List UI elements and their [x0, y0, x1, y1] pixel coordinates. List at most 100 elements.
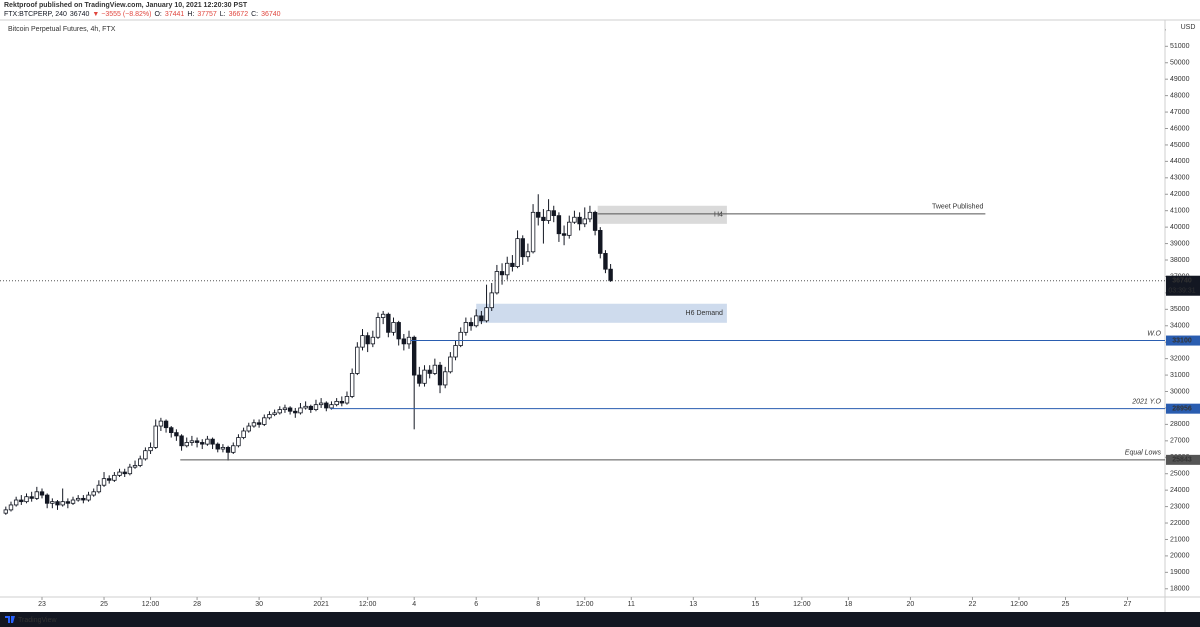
y-tick-label: 31000: [1170, 372, 1190, 379]
y-tick-label: 41000: [1170, 208, 1190, 215]
y-tick-label: 44000: [1170, 158, 1190, 165]
y-tick-label: 47000: [1170, 109, 1190, 116]
candle-body: [101, 478, 107, 486]
candle-body: [536, 211, 541, 218]
candle-body: [24, 496, 29, 503]
candle-body: [117, 471, 122, 476]
candle-body: [205, 438, 210, 445]
candle-body: [55, 501, 60, 506]
price-tag-label: 28956: [1172, 406, 1192, 413]
quote-part: L:: [220, 11, 226, 18]
candle-body: [75, 497, 81, 501]
candle-body: [262, 417, 267, 425]
level-label: W.O: [1147, 330, 1161, 337]
candle-body: [401, 338, 407, 345]
x-tick-label: 22: [969, 601, 977, 608]
y-tick-label: 43000: [1170, 175, 1190, 182]
chart-title: Bitcoin Perpetual Futures, 4h, FTX: [8, 26, 116, 33]
price-tag-label: 33100: [1172, 337, 1192, 344]
candle-body: [303, 405, 308, 409]
y-tick-label: 27000: [1170, 438, 1190, 445]
candle-body: [479, 315, 484, 322]
candle-body: [541, 216, 546, 221]
candle-body: [70, 499, 76, 504]
candle-body: [143, 450, 148, 460]
candle-body: [236, 437, 241, 447]
quote-line: FTX:BTCPERP, 240 36740 ▼ −3555 (−8.82%) O: 3…: [4, 11, 281, 18]
x-tick-label: 4: [412, 601, 416, 608]
y-tick-label: 20000: [1170, 553, 1190, 560]
candle-body: [406, 336, 412, 345]
y-tick-label: 39000: [1170, 240, 1190, 247]
x-tick-label: 23: [38, 601, 46, 608]
candle-body: [551, 210, 556, 217]
candle-body: [561, 233, 567, 236]
zone: [597, 205, 727, 224]
x-tick-label: 8: [536, 601, 540, 608]
candle-body: [489, 292, 494, 309]
y-tick-label: 35000: [1170, 306, 1190, 313]
candle-body: [39, 491, 45, 496]
quote-part: ▼ −3555 (−8.82%): [92, 11, 151, 18]
candle-body: [313, 404, 319, 410]
level-label: 2021 Y.O: [1131, 399, 1161, 406]
candle-body: [494, 271, 500, 294]
candle-body: [246, 425, 251, 432]
y-tick-label: 24000: [1170, 487, 1190, 494]
candle-body: [391, 322, 396, 333]
candle-body: [468, 322, 474, 327]
candle-body: [272, 412, 277, 415]
y-tick-label: 30000: [1170, 388, 1190, 395]
candle-body: [505, 262, 510, 276]
candle-body: [127, 466, 133, 475]
candle-body: [598, 230, 603, 254]
y-tick-label: 46000: [1170, 125, 1190, 132]
candle-body: [474, 315, 479, 327]
candle-body: [587, 211, 593, 220]
quote-part: 36740: [261, 11, 281, 18]
candle-body: [189, 440, 195, 443]
candle-body: [572, 216, 577, 223]
candle-body: [231, 445, 236, 453]
candle-body: [179, 435, 184, 447]
candle-body: [86, 494, 91, 501]
level-label: Equal Lows: [1125, 450, 1162, 457]
x-tick-label: 6: [474, 601, 478, 608]
candle-body: [567, 221, 572, 236]
candle-body: [344, 396, 350, 404]
candle-body: [194, 440, 200, 443]
candle-body: [60, 501, 65, 506]
x-tick-label: 25: [1062, 601, 1070, 608]
candle-body: [81, 497, 86, 501]
candle-body: [546, 210, 551, 221]
candle-body: [499, 271, 505, 276]
candle-body: [525, 251, 531, 258]
candle-body: [44, 494, 50, 504]
price-tag: [1166, 335, 1200, 346]
candle-body: [29, 496, 34, 499]
candle-body: [603, 253, 608, 270]
quote-part: C:: [251, 11, 258, 18]
candle-body: [396, 322, 401, 340]
candle-body: [225, 447, 231, 453]
candle-body: [19, 499, 24, 503]
y-tick-label: 21000: [1170, 536, 1190, 543]
candle-body: [34, 491, 40, 499]
candle-body: [138, 458, 143, 466]
quote-part: 37757: [197, 11, 217, 18]
candle-body: [96, 484, 102, 493]
candle-body: [241, 430, 246, 438]
last-price-label: 36740: [1172, 278, 1192, 285]
candle-body: [380, 313, 386, 318]
x-tick-label: 30: [255, 601, 263, 608]
currency-bg: [1166, 22, 1200, 32]
x-tick-label: 12:00: [576, 601, 594, 608]
y-tick-label: 25000: [1170, 471, 1190, 478]
x-tick-label: 25: [100, 601, 108, 608]
zone: [476, 303, 727, 323]
candle-body: [163, 420, 169, 429]
candle-body: [520, 238, 525, 258]
candle-body: [267, 414, 272, 419]
candle-body: [463, 322, 469, 333]
footer-logo: [5, 616, 15, 623]
